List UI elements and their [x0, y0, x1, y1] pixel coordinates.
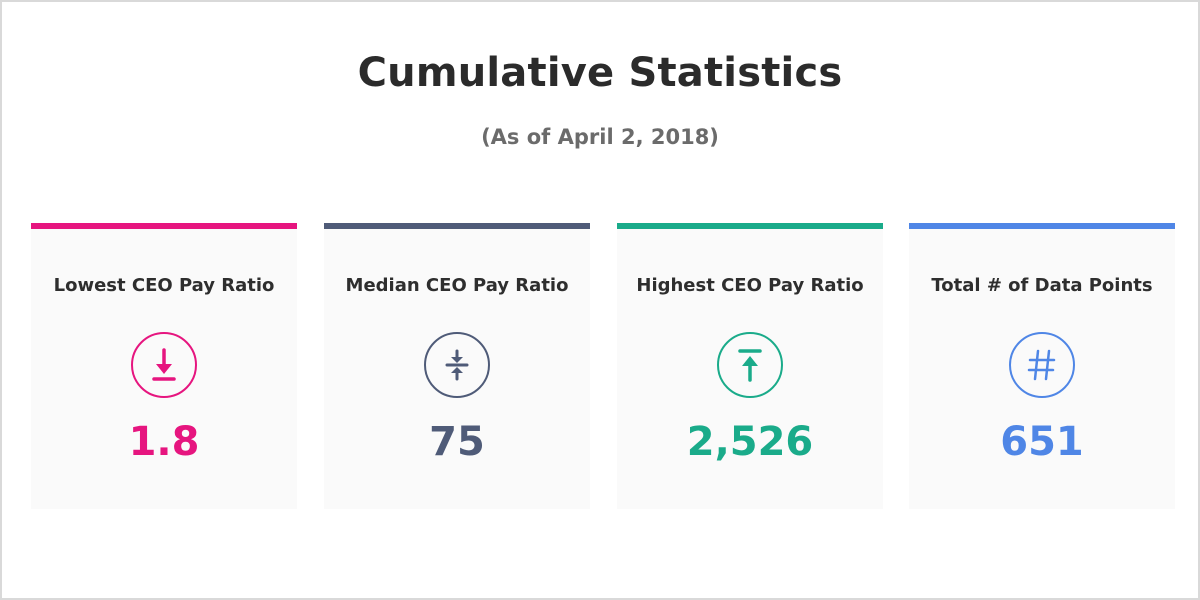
- page-title: Cumulative Statistics: [357, 50, 843, 96]
- stat-value: 1.8: [128, 419, 200, 465]
- stat-label: Highest CEO Pay Ratio: [636, 275, 864, 296]
- page-subtitle: (As of April 2, 2018): [481, 125, 719, 149]
- stat-value: 75: [429, 419, 485, 465]
- compress-vertical-icon: [423, 331, 491, 399]
- accent-bar: [909, 223, 1175, 229]
- stat-value: 2,526: [686, 419, 814, 465]
- stat-label: Median CEO Pay Ratio: [345, 275, 569, 296]
- stat-card-median: Median CEO Pay Ratio 75: [324, 223, 590, 509]
- arrow-up-from-line-icon: [716, 331, 784, 399]
- accent-bar: [324, 223, 590, 229]
- stat-cards: Lowest CEO Pay Ratio 1.8 Median CEO Pay …: [31, 223, 1175, 509]
- stat-card-highest: Highest CEO Pay Ratio 2,526: [617, 223, 883, 509]
- accent-bar: [617, 223, 883, 229]
- stat-label: Lowest CEO Pay Ratio: [53, 275, 275, 296]
- stat-value: 651: [1000, 419, 1084, 465]
- hash-icon: [1008, 331, 1076, 399]
- stat-card-total: Total # of Data Points 651: [909, 223, 1175, 509]
- stat-card-lowest: Lowest CEO Pay Ratio 1.8: [31, 223, 297, 509]
- arrow-down-to-line-icon: [130, 331, 198, 399]
- accent-bar: [31, 223, 297, 229]
- stat-label: Total # of Data Points: [931, 275, 1153, 296]
